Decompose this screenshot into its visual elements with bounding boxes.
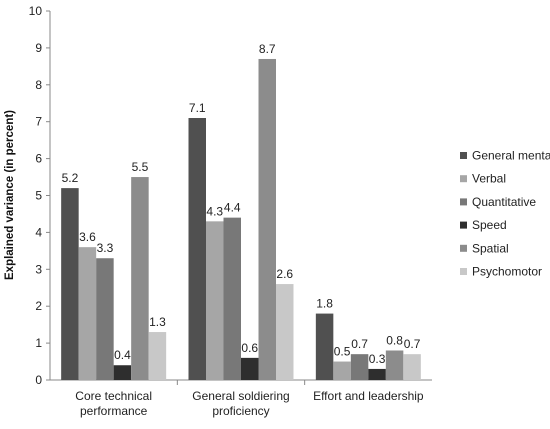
bar	[241, 357, 259, 380]
bar	[206, 221, 224, 380]
bar	[385, 350, 404, 380]
legend-swatch	[460, 221, 467, 229]
y-tick-label: 2	[35, 299, 42, 313]
data-label: 0.3	[369, 352, 386, 366]
legend: General mental Verbal Quantitative Speed Spa…	[460, 149, 550, 279]
data-label: 0.4	[114, 348, 131, 362]
legend-swatch	[460, 152, 467, 159]
y-tick-label: 9	[35, 41, 42, 55]
data-label: 3.6	[79, 230, 96, 244]
bar	[223, 217, 241, 380]
category-label: Core technical	[75, 389, 152, 403]
bar	[188, 118, 206, 380]
data-label: 4.3	[206, 204, 223, 218]
bar	[276, 284, 294, 380]
data-label: 0.6	[241, 341, 258, 355]
y-tick-label: 8	[35, 78, 42, 92]
bar	[258, 58, 276, 380]
y-tick-label: 7	[35, 115, 42, 129]
legend-label: Speed	[472, 218, 507, 232]
bars	[61, 58, 421, 380]
legend-label: Quantitative	[472, 195, 536, 209]
y-tick-label: 10	[29, 4, 43, 18]
bar	[368, 368, 386, 380]
data-label: 0.8	[386, 333, 403, 347]
y-tick-label: 1	[35, 336, 42, 350]
bar	[131, 177, 149, 380]
data-label: 2.6	[276, 267, 293, 281]
data-labels: 5.2 3.63.3 0.4 5.5 1.3 7.1 4.3 4.4 0.6 8.7 2.6 1.8 0…	[62, 42, 421, 366]
legend-swatch	[460, 175, 467, 183]
y-tick-label: 4	[35, 225, 42, 239]
data-label: 0.5	[334, 345, 351, 359]
bar	[350, 354, 369, 380]
category-label: General soldiering	[192, 389, 289, 403]
legend-label: Spatial	[472, 241, 509, 255]
y-tick-label: 3	[35, 262, 42, 276]
bar	[333, 361, 351, 380]
data-label: 8.7	[259, 42, 276, 56]
data-label: 5.5	[132, 160, 149, 174]
y-tick-label: 6	[35, 152, 42, 166]
data-label: 1.8	[316, 297, 333, 311]
bar	[61, 188, 79, 380]
bar	[96, 258, 114, 380]
legend-swatch	[460, 198, 467, 206]
legend-label: Verbal	[472, 172, 506, 186]
bar	[78, 247, 97, 380]
category-label: proficiency	[212, 404, 269, 418]
legend-swatch	[460, 268, 467, 275]
bar	[315, 313, 334, 380]
data-label: 5.2	[62, 171, 79, 185]
data-label: 3.3	[97, 241, 114, 255]
y-tick-label: 0	[35, 373, 42, 387]
data-label: 0.7	[351, 337, 368, 351]
bar	[403, 354, 421, 380]
legend-swatch	[460, 244, 467, 252]
data-label: 4.4	[224, 201, 241, 215]
data-label: 7.1	[189, 101, 206, 115]
data-label: 0.7	[404, 337, 421, 351]
y-axis-label: Explained variance (in percent)	[4, 110, 16, 280]
legend-label: General mental	[472, 149, 550, 163]
category-label: Effort and leadership	[313, 389, 424, 403]
bar	[148, 332, 167, 380]
bar	[113, 365, 132, 380]
data-label: 1.3	[149, 315, 166, 329]
legend-label: Psychomotor	[472, 265, 542, 279]
y-tick-label: 5	[35, 189, 42, 203]
category-label: performance	[80, 404, 148, 418]
